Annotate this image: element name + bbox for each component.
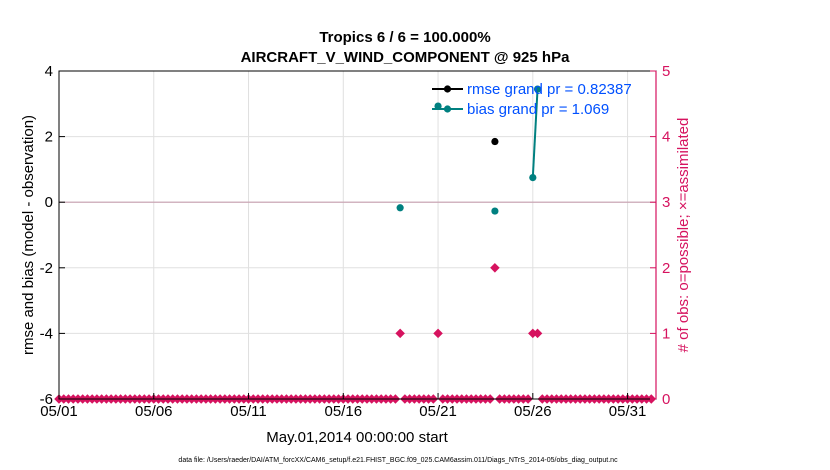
y-right-tick-label: 2 — [662, 260, 670, 277]
tick-layer: 05/01 05/06 05/11 05/16 05/21 05/26 05/31 -6 -4 -… — [40, 63, 671, 420]
y-axis-right-label: # of obs: o=possible; ×=assimilated — [675, 118, 692, 353]
y-left-tick-label: 2 — [45, 129, 53, 146]
y-left-tick-label: 0 — [45, 194, 53, 211]
chart-title: Tropics 6 / 6 = 100.000% — [319, 29, 490, 46]
rmse-point — [491, 137, 499, 146]
obs-count-marker — [490, 263, 500, 273]
y-right-tick-label: 1 — [662, 325, 670, 342]
x-tick-label: 05/21 — [419, 403, 457, 420]
chart-subtitle: AIRCRAFT_V_WIND_COMPONENT @ 925 hPa — [241, 49, 571, 66]
y-left-tick-label: -4 — [40, 325, 53, 342]
obs-count-marker — [433, 328, 443, 339]
x-tick-label: 05/26 — [514, 403, 552, 420]
obs-count-marker — [395, 328, 405, 339]
bias-point — [434, 102, 442, 110]
y-right-tick-label: 5 — [662, 63, 670, 80]
y-left-tick-label: -6 — [40, 391, 53, 408]
legend: rmse grand pr = 0.82387 bias grand pr = 1… — [432, 81, 632, 118]
x-tick-label: 05/06 — [135, 403, 173, 420]
x-tick-label: 05/31 — [609, 403, 647, 420]
y-right-tick-label: 3 — [662, 194, 670, 211]
y-right-tick-label: 4 — [662, 129, 670, 146]
bias-line-segment — [531, 88, 539, 178]
y-right-tick-label: 0 — [662, 391, 670, 408]
bias-point — [529, 174, 537, 182]
bias-point — [396, 204, 404, 212]
bias-point — [533, 85, 542, 93]
x-tick-label: 05/01 — [40, 403, 78, 420]
legend-marker-rmse — [443, 85, 452, 93]
y-left-tick-label: 4 — [45, 63, 53, 80]
y-left-tick-label: -2 — [40, 260, 53, 277]
x-tick-label: 05/16 — [325, 403, 363, 420]
x-tick-label: 05/11 — [230, 403, 266, 420]
x-axis-label: May.01,2014 00:00:00 start — [266, 429, 448, 446]
legend-marker-bias — [443, 105, 452, 113]
bias-point — [491, 207, 499, 215]
legend-label-rmse: rmse grand pr = 0.82387 — [467, 81, 632, 98]
legend-label-bias: bias grand pr = 1.069 — [467, 101, 609, 118]
data-file-footer: data file: /Users/raeder/DAI/ATM_forcXX/… — [178, 457, 618, 464]
y-axis-left-label: rmse and bias (model - observation) — [20, 115, 37, 355]
obs-count-marker — [532, 328, 543, 339]
